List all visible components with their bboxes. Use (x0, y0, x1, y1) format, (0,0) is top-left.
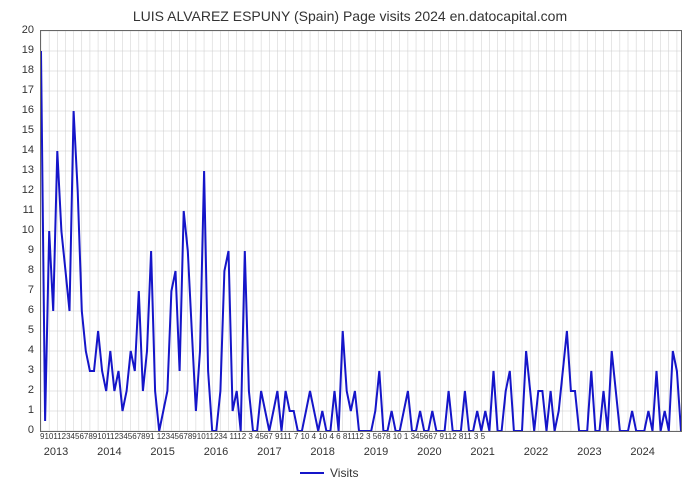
y-tick-label: 4 (4, 344, 34, 356)
y-tick-label: 15 (4, 124, 34, 136)
x-year-label: 2016 (204, 446, 228, 458)
y-tick-label: 13 (4, 164, 34, 176)
x-year-label: 2015 (150, 446, 174, 458)
y-tick-label: 12 (4, 184, 34, 196)
y-tick-label: 10 (4, 224, 34, 236)
x-year-label: 2022 (524, 446, 548, 458)
y-tick-label: 14 (4, 144, 34, 156)
x-year-label: 2024 (630, 446, 654, 458)
x-year-label: 2023 (577, 446, 601, 458)
chart-legend: Visits (300, 466, 358, 480)
x-year-label: 2018 (310, 446, 334, 458)
x-year-label: 2014 (97, 446, 121, 458)
chart-title: LUIS ALVAREZ ESPUNY (Spain) Page visits … (0, 0, 700, 24)
legend-label: Visits (330, 466, 358, 480)
x-year-label: 2013 (44, 446, 68, 458)
y-tick-label: 16 (4, 104, 34, 116)
y-tick-label: 7 (4, 284, 34, 296)
y-axis: 01234567891011121314151617181920 (0, 30, 38, 430)
y-tick-label: 5 (4, 324, 34, 336)
y-tick-label: 18 (4, 64, 34, 76)
y-tick-label: 6 (4, 304, 34, 316)
x-axis-months: 91011234567891011234567891 1234567891011… (40, 432, 680, 444)
x-year-label: 2017 (257, 446, 281, 458)
plot-area (40, 30, 682, 432)
chart-container: LUIS ALVAREZ ESPUNY (Spain) Page visits … (0, 0, 700, 500)
y-tick-label: 19 (4, 44, 34, 56)
visits-series (41, 51, 681, 431)
x-axis-years: 2013 2014 2015 2016 2017 2018 2019 2020 2021 2022… (40, 446, 680, 460)
y-tick-label: 0 (4, 424, 34, 436)
y-tick-label: 8 (4, 264, 34, 276)
y-tick-label: 2 (4, 384, 34, 396)
y-tick-label: 9 (4, 244, 34, 256)
x-year-label: 2021 (470, 446, 494, 458)
y-tick-label: 11 (4, 204, 34, 216)
x-year-label: 2020 (417, 446, 441, 458)
y-tick-label: 20 (4, 24, 34, 36)
y-tick-label: 3 (4, 364, 34, 376)
y-tick-label: 1 (4, 404, 34, 416)
y-tick-label: 17 (4, 84, 34, 96)
x-year-label: 2019 (364, 446, 388, 458)
legend-line-icon (300, 472, 324, 474)
chart-line (41, 31, 681, 431)
